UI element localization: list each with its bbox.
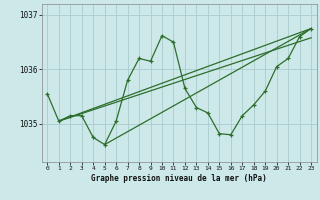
X-axis label: Graphe pression niveau de la mer (hPa): Graphe pression niveau de la mer (hPa): [91, 174, 267, 183]
